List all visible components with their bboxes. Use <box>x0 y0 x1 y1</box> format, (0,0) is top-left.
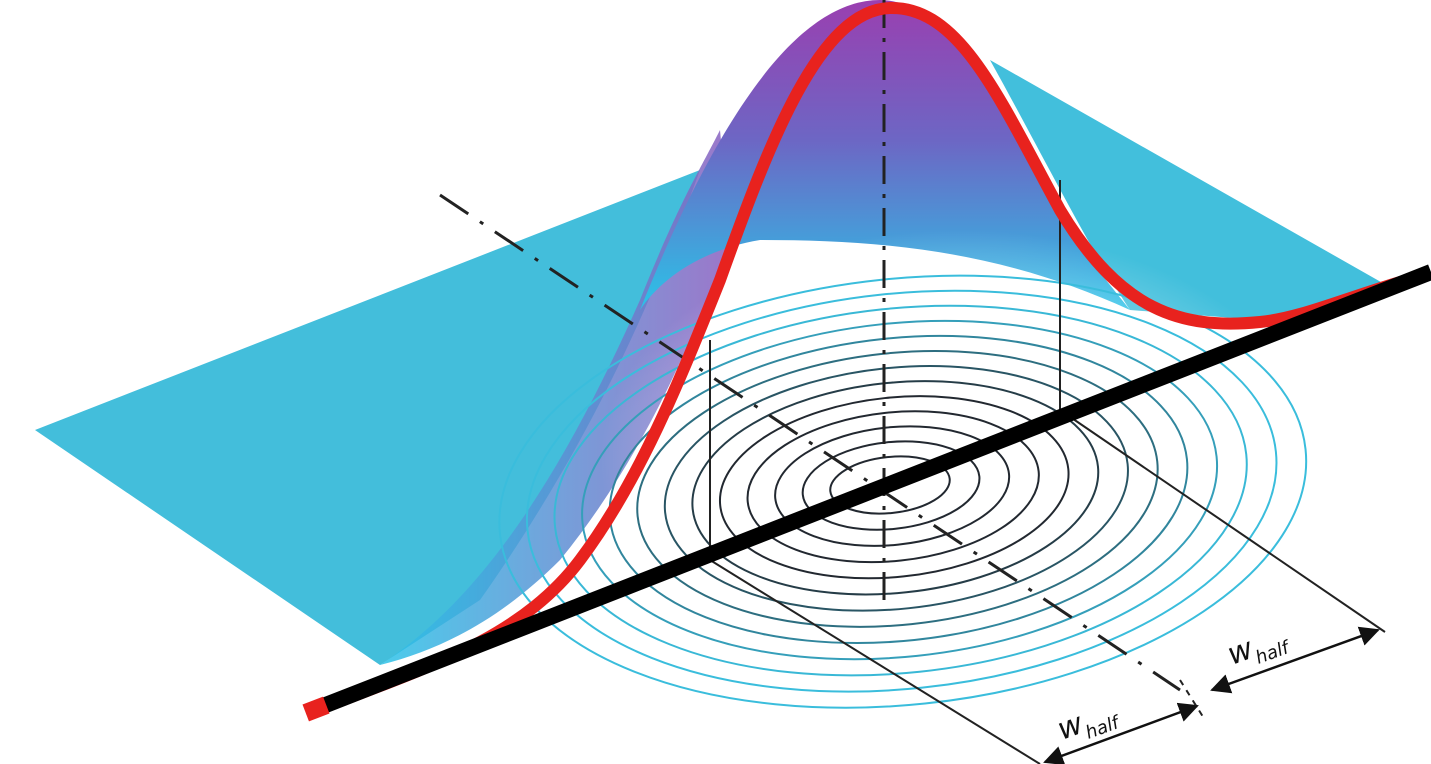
gaussian-profile-curve <box>306 1 1406 718</box>
contour-ring <box>801 440 981 531</box>
w-subscript: half <box>1083 711 1124 743</box>
extension-line-right <box>1059 409 1386 633</box>
axis-end-cap <box>302 696 330 722</box>
contour-ring <box>746 410 1040 564</box>
contour-ring <box>553 304 1248 677</box>
depth-axis <box>439 193 1181 692</box>
contour-ring <box>581 319 1219 661</box>
surface-back-right-plane <box>990 60 1395 320</box>
half-width-label-lower: w half <box>1053 706 1124 747</box>
contour-ring <box>718 395 1070 580</box>
contour-ring <box>774 425 1011 547</box>
contour-ring <box>829 455 951 515</box>
contour-ring <box>525 289 1278 693</box>
horizontal-axis-bar <box>315 264 1431 716</box>
dimension-arrow-left <box>1043 702 1199 764</box>
dimension-center-tick <box>1179 679 1206 721</box>
half-width-label-upper: w half <box>1223 631 1294 672</box>
dimension-arrow-right <box>1210 626 1380 694</box>
extension-line-left <box>709 559 1041 764</box>
contour-ring <box>498 274 1308 709</box>
surface-left-plane <box>35 170 700 665</box>
